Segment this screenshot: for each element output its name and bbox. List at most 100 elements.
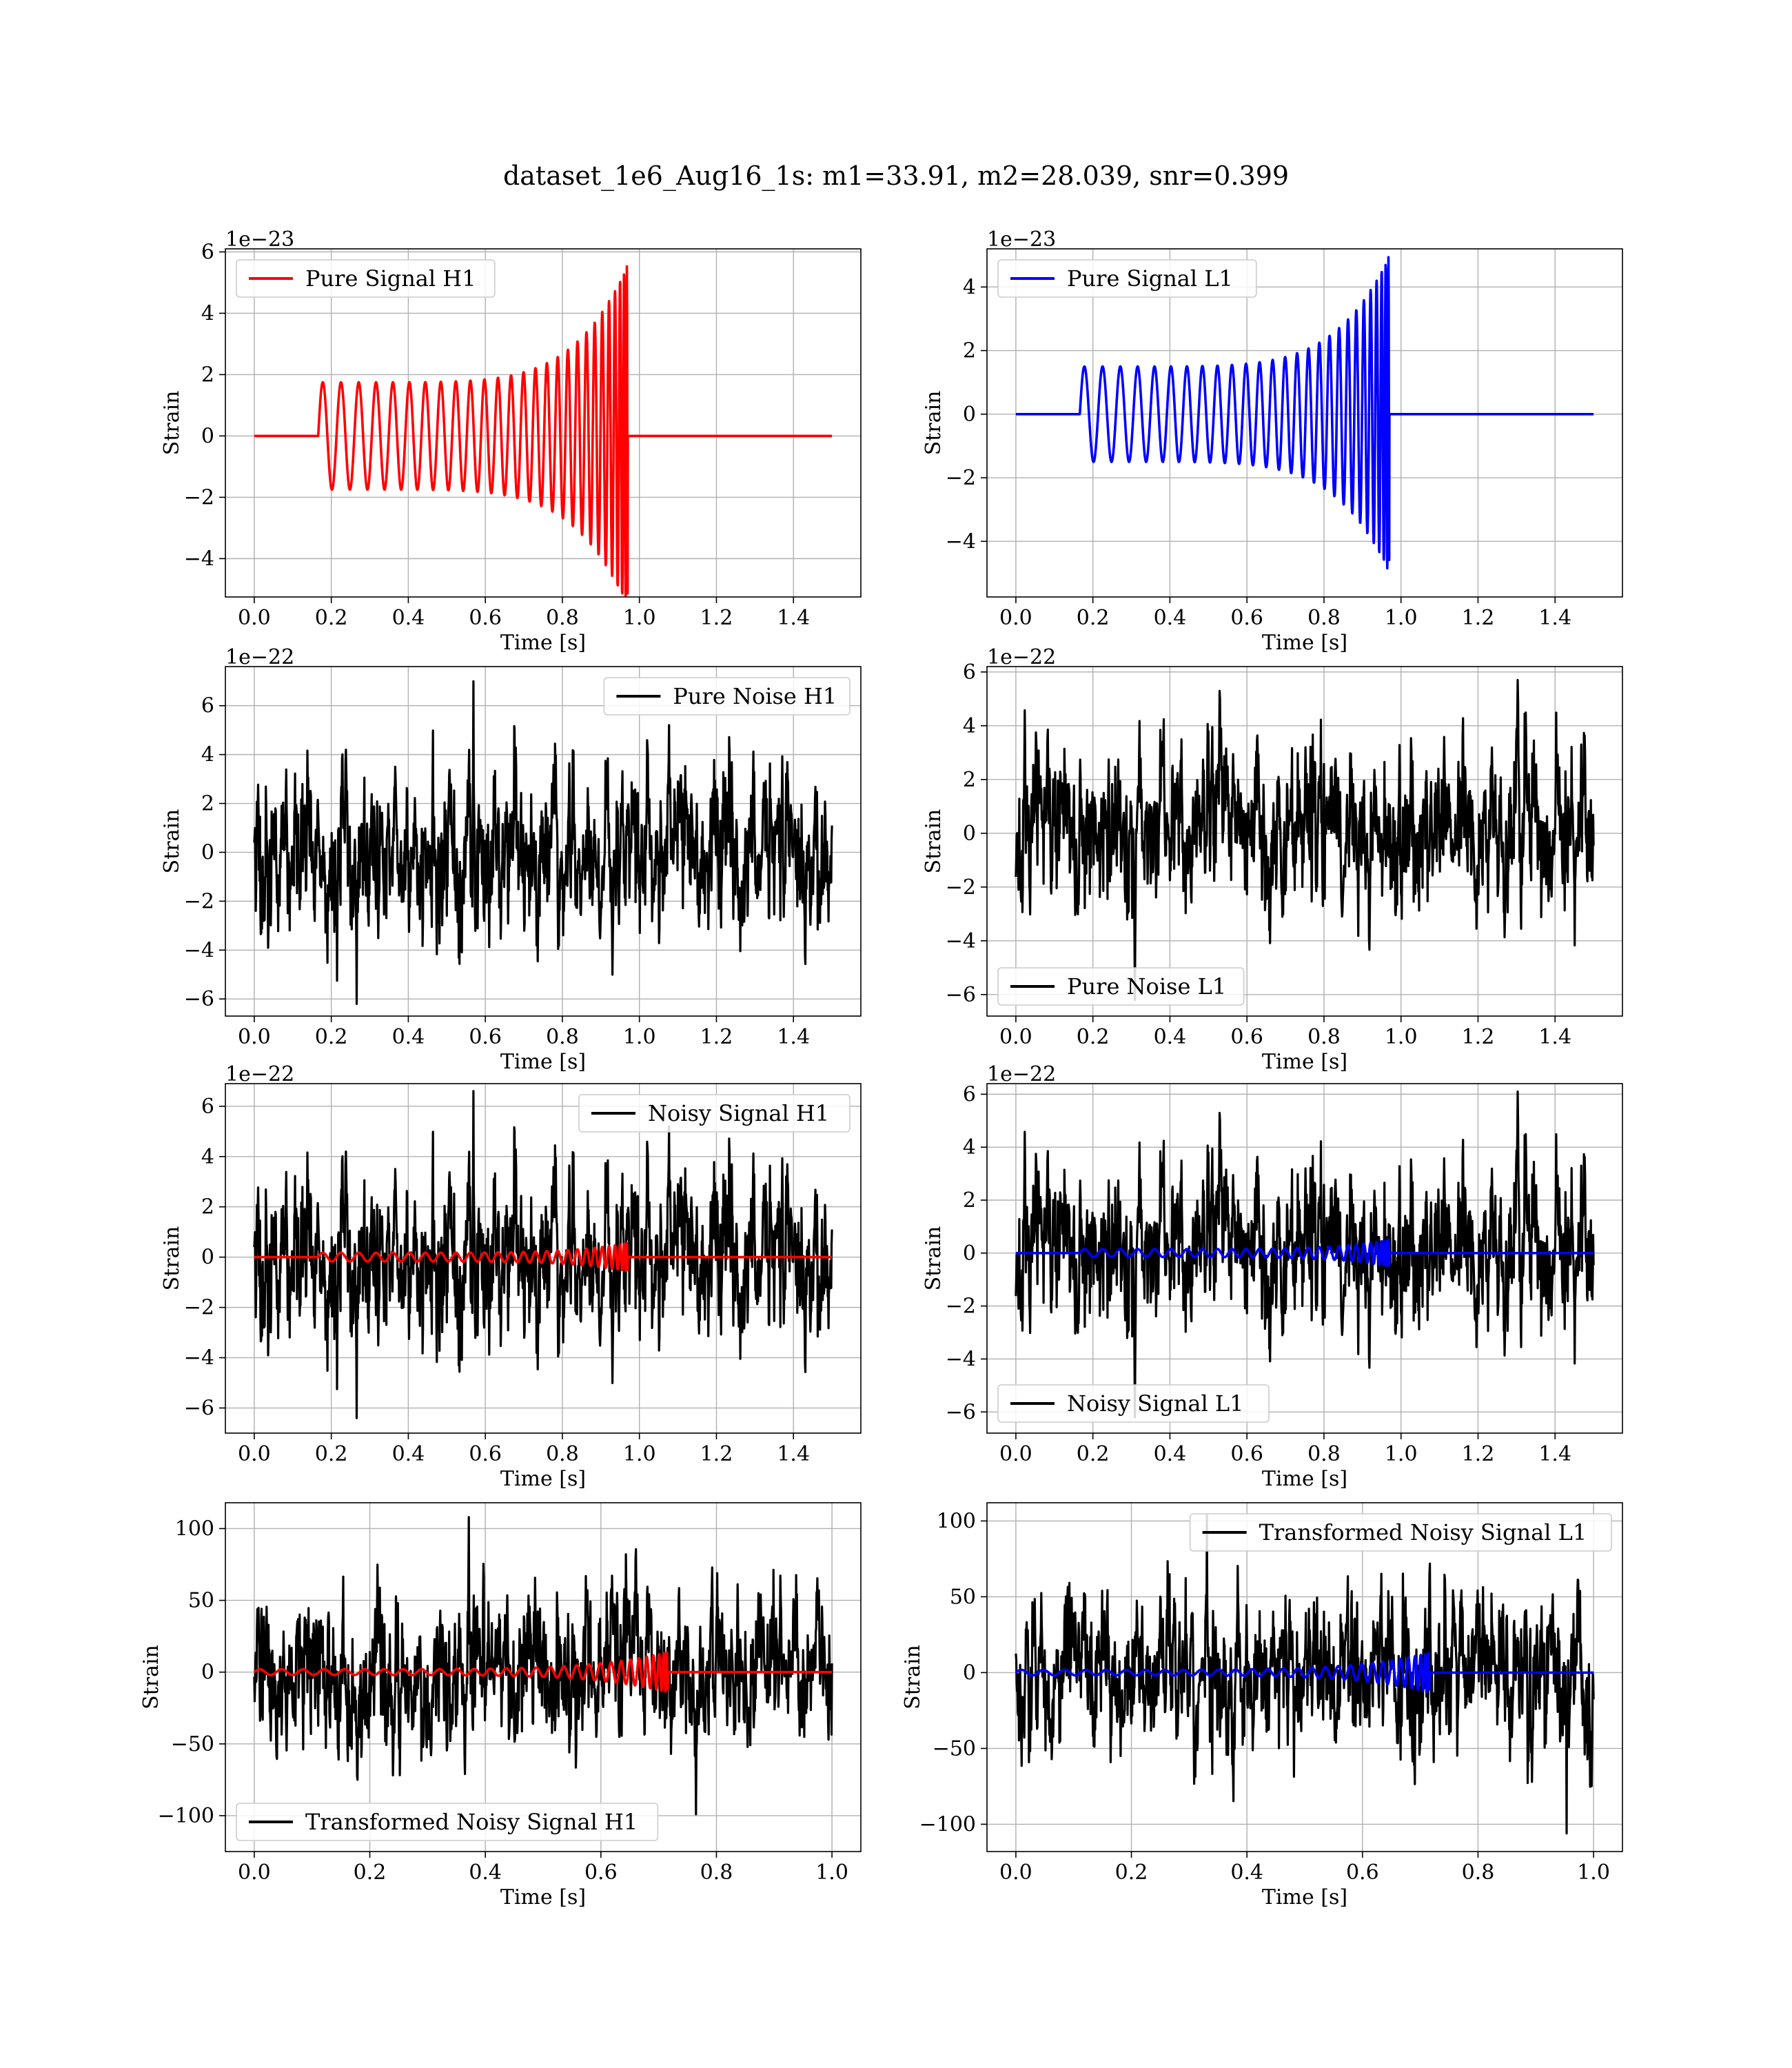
x-tick-label: 0.8 — [1307, 1025, 1341, 1049]
y-tick-label: 6 — [963, 1082, 976, 1106]
x-tick-label: 0.4 — [392, 606, 425, 630]
chart-pure-signal-h1: 0.0 0.2 0.4 0.6 0.8 1.0 1.2 1.4 −4 −2 0 2 4 6 Time [s]… — [160, 227, 862, 655]
x-tick-label: 0.6 — [1230, 1442, 1263, 1466]
x-tick-label: 1.2 — [1462, 606, 1495, 630]
y-tick-label: 0 — [201, 424, 214, 448]
y-tick-label: 4 — [963, 714, 976, 738]
x-tick-label: 1.2 — [700, 1442, 733, 1466]
x-tick-label: 0.4 — [1154, 1442, 1187, 1466]
x-tick-label: 0.4 — [1154, 1025, 1187, 1049]
x-tick-label: 1.4 — [777, 1442, 810, 1466]
x-axis-label: Time [s] — [1262, 1467, 1347, 1491]
x-tick-label: 1.4 — [1538, 606, 1571, 630]
x-tick-label: 0.8 — [546, 1442, 579, 1466]
y-tick-label: −6 — [946, 1400, 976, 1424]
y-offset-label: 1e−22 — [987, 1062, 1056, 1086]
y-tick-label: −2 — [184, 889, 214, 913]
y-tick-label: −50 — [171, 1732, 214, 1756]
plot-area — [1015, 1514, 1595, 1835]
axes-frame — [986, 1502, 1623, 1852]
x-tick-label: 1.0 — [1385, 1025, 1418, 1049]
axes-frame — [225, 1083, 862, 1434]
legend-box — [236, 1803, 659, 1841]
series-line-1 — [253, 1516, 833, 1816]
x-tick-label: 1.0 — [623, 606, 656, 630]
series-line-1 — [253, 680, 833, 1005]
y-tick-label: 2 — [201, 363, 214, 387]
y-offset-label: 1e−22 — [987, 645, 1056, 669]
y-tick-label: −4 — [184, 1346, 214, 1370]
axes-frame — [225, 248, 862, 598]
x-axis-label: Time [s] — [500, 1467, 586, 1491]
x-tick-label: 0.4 — [469, 1861, 502, 1885]
axes-frame — [225, 1502, 862, 1852]
plot-area — [1015, 1090, 1595, 1419]
x-tick-label: 0.8 — [1462, 1861, 1495, 1885]
legend: Pure Noise L1 — [997, 967, 1245, 1006]
y-tick-label: 4 — [201, 743, 214, 767]
y-tick-label: 6 — [201, 1095, 214, 1119]
x-tick-label: 1.0 — [623, 1442, 656, 1466]
legend-label: Noisy Signal H1 — [648, 1100, 829, 1126]
x-tick-label: 1.4 — [1538, 1025, 1571, 1049]
y-tick-label: 2 — [963, 1188, 976, 1213]
legend-box — [578, 1094, 851, 1133]
x-tick-label: 0.0 — [999, 1861, 1032, 1885]
legend-label: Noisy Signal L1 — [1067, 1390, 1244, 1417]
y-tick-label: 50 — [188, 1589, 214, 1613]
y-tick-label: 4 — [963, 275, 976, 299]
y-tick-label: −2 — [184, 1296, 214, 1320]
y-tick-label: 2 — [963, 768, 976, 792]
chart-transformed-noisy-signal-h1: 0.0 0.2 0.4 0.6 0.8 1.0 −100 −50 0 50 100 Time [s] S… — [139, 1502, 862, 1909]
x-tick-label: 0.0 — [999, 606, 1032, 630]
x-tick-label: 0.4 — [1230, 1861, 1263, 1885]
y-tick-label: 0 — [201, 1661, 214, 1685]
series-line-2 — [1015, 1239, 1595, 1268]
x-tick-label: 0.8 — [546, 1025, 579, 1049]
x-tick-label: 0.6 — [1230, 1025, 1263, 1049]
x-axis-label: Time [s] — [1262, 1885, 1347, 1909]
x-tick-label: 0.2 — [1077, 1442, 1110, 1466]
legend-label: Pure Signal H1 — [305, 265, 476, 292]
y-tick-label: −2 — [946, 466, 976, 490]
legend-label: Pure Signal L1 — [1067, 265, 1233, 292]
legend: Noisy Signal H1 — [578, 1094, 851, 1133]
plot-area — [253, 265, 833, 597]
x-tick-label: 1.2 — [1462, 1025, 1495, 1049]
y-axis-label: Strain — [160, 1226, 184, 1291]
legend: Transformed Noisy Signal H1 — [236, 1803, 659, 1841]
x-tick-label: 1.0 — [1385, 1442, 1418, 1466]
y-tick-label: 2 — [201, 792, 214, 816]
y-tick-label: 4 — [963, 1135, 976, 1159]
y-tick-label: −2 — [946, 1295, 976, 1319]
x-tick-label: 0.6 — [469, 1442, 502, 1466]
series-line-2 — [253, 1241, 833, 1273]
y-tick-label: 6 — [201, 694, 214, 718]
x-tick-label: 1.0 — [815, 1861, 848, 1885]
legend-box — [236, 259, 496, 298]
y-offset-label: 1e−23 — [987, 227, 1056, 252]
chart-noisy-signal-h1: 0.0 0.2 0.4 0.6 0.8 1.0 1.2 1.4 −6 −4 −2 0 2 4 6 Time [… — [160, 1062, 862, 1491]
y-axis-label: Strain — [922, 1226, 946, 1291]
x-tick-label: 1.4 — [777, 1025, 810, 1049]
axes-frame — [986, 666, 1623, 1017]
series-line-1 — [1015, 1514, 1595, 1835]
x-tick-label: 1.0 — [1385, 606, 1418, 630]
x-tick-label: 0.4 — [392, 1442, 425, 1466]
x-tick-label: 0.0 — [238, 1861, 271, 1885]
legend-box — [997, 259, 1257, 298]
chart-pure-signal-l1: 0.0 0.2 0.4 0.6 0.8 1.0 1.2 1.4 −4 −2 0 2 4 Time [s] S… — [922, 227, 1623, 655]
y-tick-label: −2 — [946, 875, 976, 900]
y-tick-label: 4 — [201, 1145, 214, 1169]
legend: Transformed Noisy Signal L1 — [1189, 1513, 1612, 1552]
y-tick-label: 100 — [937, 1509, 976, 1533]
y-tick-label: −4 — [184, 547, 214, 571]
x-axis-label: Time [s] — [500, 631, 586, 655]
y-tick-label: −100 — [158, 1804, 214, 1828]
y-tick-label: 4 — [201, 301, 214, 325]
plot-area — [253, 1516, 833, 1816]
x-tick-label: 1.2 — [700, 606, 733, 630]
plot-area — [1015, 678, 1595, 1002]
x-tick-label: 1.0 — [1577, 1861, 1610, 1885]
